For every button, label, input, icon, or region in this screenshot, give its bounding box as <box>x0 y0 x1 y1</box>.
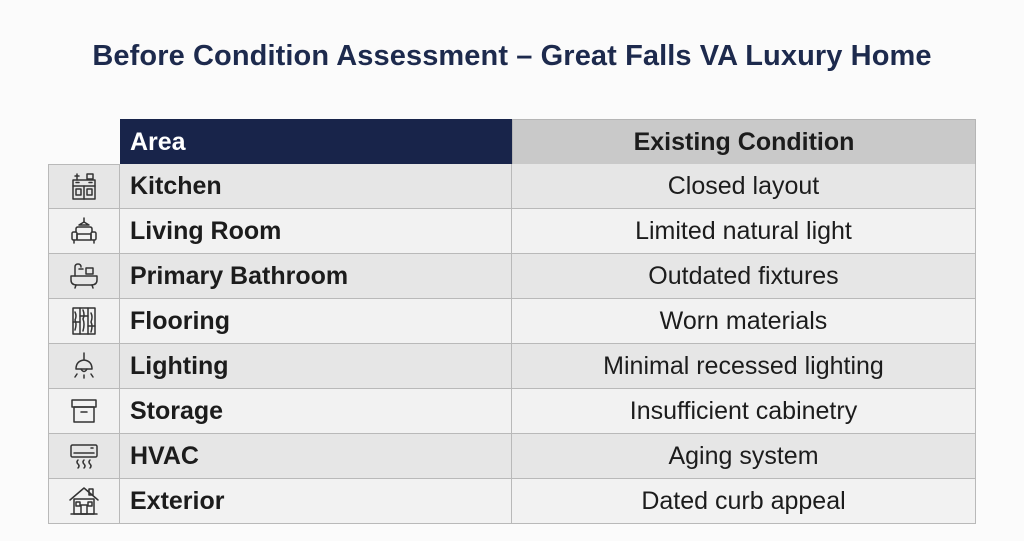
header-existing-condition: Existing Condition <box>512 119 976 164</box>
condition-label: Outdated fixtures <box>512 254 976 299</box>
kitchen-icon <box>48 164 120 209</box>
header-area: Area <box>120 119 512 164</box>
condition-label: Closed layout <box>512 164 976 209</box>
area-label: Primary Bathroom <box>120 254 512 299</box>
area-label: Storage <box>120 389 512 434</box>
house-icon <box>48 479 120 524</box>
table-row: Flooring Worn materials <box>48 299 976 344</box>
condition-label: Aging system <box>512 434 976 479</box>
table-row: Living Room Limited natural light <box>48 209 976 254</box>
area-label: HVAC <box>120 434 512 479</box>
area-label: Lighting <box>120 344 512 389</box>
area-label: Kitchen <box>120 164 512 209</box>
storage-box-icon <box>48 389 120 434</box>
air-conditioner-icon <box>48 434 120 479</box>
area-label: Flooring <box>120 299 512 344</box>
bathtub-icon <box>48 254 120 299</box>
condition-label: Limited natural light <box>512 209 976 254</box>
assessment-table: Area Existing Condition Kitche <box>48 119 976 524</box>
condition-label: Dated curb appeal <box>512 479 976 524</box>
condition-label: Minimal recessed lighting <box>512 344 976 389</box>
ceiling-lamp-icon <box>48 344 120 389</box>
table-row: Lighting Minimal recessed lighting <box>48 344 976 389</box>
area-label: Exterior <box>120 479 512 524</box>
table-row: Storage Insufficient cabinetry <box>48 389 976 434</box>
table-row: Primary Bathroom Outdated fixtures <box>48 254 976 299</box>
wood-floor-icon <box>48 299 120 344</box>
page-title: Before Condition Assessment – Great Fall… <box>92 40 932 72</box>
condition-label: Insufficient cabinetry <box>512 389 976 434</box>
table-row: HVAC Aging system <box>48 434 976 479</box>
sofa-icon <box>48 209 120 254</box>
header-icon-cell <box>48 119 120 164</box>
table-row: Exterior Dated curb appeal <box>48 479 976 524</box>
table-header-row: Area Existing Condition <box>48 119 976 164</box>
area-label: Living Room <box>120 209 512 254</box>
table-row: Kitchen Closed layout <box>48 164 976 209</box>
condition-label: Worn materials <box>512 299 976 344</box>
